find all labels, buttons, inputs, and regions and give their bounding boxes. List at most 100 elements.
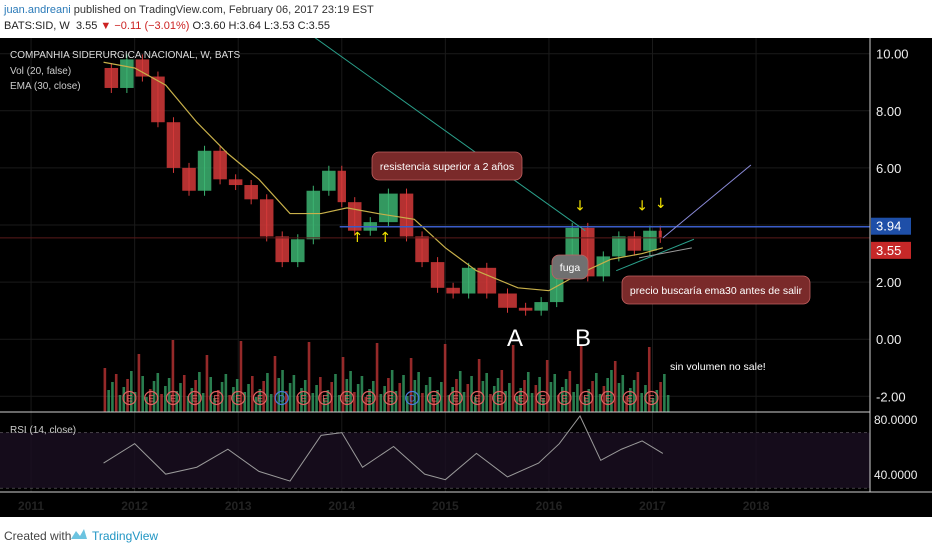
- event-marker-letter: E: [192, 394, 198, 404]
- volume-bar: [557, 395, 560, 412]
- event-marker-letter: E: [540, 394, 546, 404]
- volume-bar: [379, 394, 383, 412]
- candle-body: [446, 287, 460, 294]
- volume-bar: [114, 374, 118, 412]
- volume-bar: [606, 378, 609, 412]
- volume-bar: [107, 390, 110, 412]
- volume-bar: [553, 374, 557, 412]
- event-marker-circle: [622, 390, 637, 406]
- author-link[interactable]: juan.andreani: [4, 4, 71, 16]
- volume-bar: [303, 380, 307, 412]
- chart-canvas[interactable]: E E E E E E E D E E E E E D E E E E E E E E E E E resistencia su…: [0, 38, 932, 517]
- x-tick-label: 2013: [225, 499, 252, 513]
- event-marker-letter: E: [148, 394, 154, 404]
- label-b: B: [575, 325, 591, 352]
- resistance-note-text: resistencia superior a 2 años: [380, 161, 514, 173]
- volume-bar: [164, 386, 167, 412]
- candle-body: [534, 302, 548, 311]
- volume-bar: [205, 355, 209, 412]
- chart-title: COMPANHIA SIDERURGICA NACIONAL, W, BATS: [10, 50, 241, 61]
- volume-bar: [489, 394, 492, 412]
- volume-bar: [364, 397, 368, 412]
- price-tag-label: 3.94: [876, 219, 901, 234]
- created-with-text: Created with: [4, 529, 72, 543]
- volume-bar: [296, 396, 299, 412]
- down-triangle-icon: ▼: [100, 20, 112, 32]
- volume-bar: [356, 384, 360, 412]
- volume-bar: [103, 368, 107, 412]
- ema-indicator-label[interactable]: EMA (30, close): [10, 81, 81, 92]
- volume-bar: [273, 356, 277, 412]
- candle-body: [197, 150, 212, 191]
- volume-bar: [160, 394, 163, 412]
- volume-bar: [598, 394, 602, 412]
- event-marker-letter: E: [627, 394, 633, 404]
- vol-indicator-label[interactable]: Vol (20, false): [10, 66, 71, 77]
- event-marker-circle: [361, 390, 376, 406]
- volume-bar: [440, 382, 443, 412]
- volume-bar: [262, 381, 265, 412]
- event-marker-circle: [296, 390, 311, 406]
- volume-bar: [647, 347, 651, 412]
- event-marker-letter: E: [170, 394, 176, 404]
- volume-bar: [148, 389, 152, 412]
- volume-bar: [345, 379, 349, 412]
- y-tick-label: -2.00: [876, 389, 906, 404]
- event-marker-circle: [209, 390, 224, 406]
- volume-bar: [511, 345, 515, 412]
- event-marker-letter: D: [409, 394, 416, 404]
- volume-bar: [602, 386, 606, 412]
- candle-body: [213, 150, 227, 180]
- volume-bar: [579, 346, 583, 412]
- ema-note-box: [621, 275, 811, 305]
- event-marker-letter: E: [213, 394, 219, 404]
- volume-bar: [201, 393, 205, 412]
- volume-bar: [213, 398, 216, 412]
- event-marker-letter: D: [278, 394, 285, 404]
- volume-bar: [560, 387, 564, 412]
- volume-bar: [632, 380, 636, 412]
- volume-bar: [375, 343, 379, 412]
- event-marker-circle: [448, 390, 463, 406]
- candle-body: [627, 236, 642, 251]
- event-marker-circle: [231, 390, 246, 406]
- volume-bar: [485, 373, 488, 412]
- volume-bar: [251, 376, 254, 412]
- event-marker-circle: [383, 390, 398, 406]
- candle-body: [415, 236, 429, 263]
- event-marker-circle: [187, 390, 202, 406]
- y-tick-label: 8.00: [876, 104, 901, 119]
- y-tick-label: 0.00: [876, 332, 901, 347]
- event-marker-letter: E: [235, 394, 241, 404]
- marker-arrow-icon: ↑: [351, 230, 363, 246]
- volume-bar: [417, 372, 420, 412]
- volume-bar: [254, 397, 258, 412]
- event-marker-circle: [339, 390, 355, 406]
- volume-bar: [651, 398, 655, 412]
- volume-bar: [141, 376, 144, 412]
- tradingview-link[interactable]: TradingView: [92, 529, 159, 543]
- volume-bar: [118, 395, 122, 412]
- fuga-note-text: fuga: [560, 262, 581, 274]
- x-tick-label: 2018: [743, 499, 770, 513]
- symbol-name: BATS:SID, W: [4, 20, 70, 32]
- rsi-divergence-line: [638, 247, 692, 259]
- volume-bar: [466, 384, 470, 412]
- volume-bar: [285, 391, 288, 412]
- volume-bar: [587, 389, 591, 412]
- candle-body: [461, 267, 476, 294]
- event-marker-letter: E: [561, 394, 567, 404]
- candle-body: [166, 122, 181, 168]
- event-marker-letter: E: [126, 394, 132, 404]
- candle-body: [337, 170, 346, 203]
- rsi-indicator-label[interactable]: RSI (14, close): [10, 425, 76, 436]
- event-marker-circle: [557, 390, 572, 406]
- volume-bar: [247, 384, 250, 412]
- volume-bar: [617, 383, 621, 412]
- volume-bar: [258, 389, 262, 412]
- volume-bar: [500, 370, 504, 412]
- volume-bar: [666, 395, 670, 412]
- x-tick-label: 2012: [121, 499, 148, 513]
- last-price: 3.55: [75, 20, 98, 32]
